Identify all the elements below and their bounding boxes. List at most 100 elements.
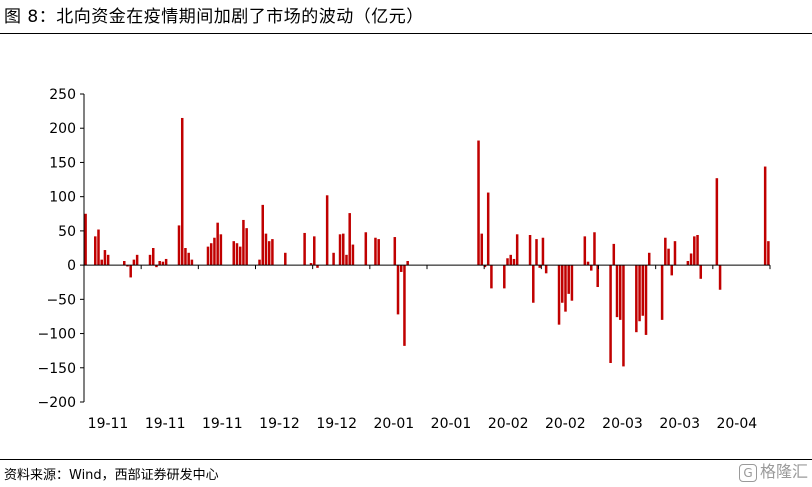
y-tick-label: 50 (58, 224, 76, 240)
bar (238, 246, 242, 266)
bar (158, 261, 161, 266)
bar (399, 265, 403, 272)
y-tick-label: −150 (38, 361, 76, 377)
x-tick-label: 20-01 (373, 416, 414, 432)
bar (264, 233, 268, 266)
bar (670, 265, 674, 276)
bar (622, 265, 625, 367)
bar (699, 265, 703, 279)
bar (209, 243, 213, 266)
bar (615, 265, 619, 318)
source-rule (0, 459, 812, 460)
bar (377, 239, 380, 266)
x-tick-label: 20-03 (602, 416, 643, 432)
y-tick-label: 250 (49, 87, 76, 103)
bar (715, 178, 719, 266)
bar (503, 265, 506, 289)
bar (242, 219, 245, 266)
bar (612, 243, 616, 266)
bar (583, 236, 587, 266)
bar (567, 265, 570, 294)
bar (364, 232, 368, 266)
bar (544, 265, 548, 274)
bar (267, 241, 271, 266)
bar (647, 252, 651, 266)
x-tick-label: 19-11 (145, 416, 186, 432)
bar (763, 166, 767, 266)
bar (586, 261, 590, 266)
bar (593, 232, 596, 266)
y-tick-label: −100 (38, 327, 76, 343)
bar (206, 246, 210, 266)
watermark: G 格隆汇 (738, 458, 808, 482)
bar (490, 265, 493, 289)
bar (561, 265, 564, 303)
bar (316, 265, 319, 268)
y-tick-label: 150 (49, 155, 76, 171)
bar (641, 265, 645, 316)
bar (135, 254, 139, 266)
bar (538, 265, 541, 268)
bar (164, 258, 168, 266)
bar (309, 263, 313, 266)
y-tick-label: −200 (38, 395, 76, 411)
x-tick-label: 20-04 (716, 416, 757, 432)
bar (664, 237, 667, 266)
bar (403, 265, 406, 346)
bar (696, 235, 699, 266)
bar (541, 237, 545, 266)
bar (618, 265, 622, 320)
bar (718, 265, 722, 290)
watermark-text: 格隆汇 (759, 462, 808, 481)
bar (689, 253, 693, 266)
bar (480, 233, 484, 266)
bar (106, 254, 110, 266)
y-axis: 250 200 150 100 50 0 −50 −100 −150 −200 (38, 87, 85, 411)
bar (590, 265, 593, 271)
bar (261, 204, 264, 266)
bar (528, 235, 532, 266)
watermark-logo-icon: G (738, 463, 757, 482)
bar (258, 259, 261, 266)
bar (564, 265, 567, 312)
bar (338, 234, 342, 266)
bar (767, 241, 770, 266)
bar (660, 265, 664, 320)
bar (351, 244, 355, 266)
source-note: 资料来源：Wind，西部证券研发中心 (4, 468, 219, 483)
bar (161, 261, 165, 266)
bar (284, 252, 287, 266)
bar (100, 259, 103, 266)
bar (232, 241, 236, 266)
bar (667, 248, 670, 266)
bar (84, 213, 87, 266)
bar (673, 241, 677, 266)
chart-title: 图 8：北向资金在疫情期间加剧了市场的波动（亿元） (4, 7, 424, 27)
x-tick-label: 20-01 (431, 416, 472, 432)
bar (557, 265, 561, 325)
bar (303, 232, 306, 266)
y-tick-label: 0 (67, 258, 76, 274)
bar (693, 236, 696, 266)
bar (342, 233, 345, 266)
bar (477, 140, 480, 266)
x-tick-label: 19-11 (88, 416, 129, 432)
bar (644, 265, 648, 335)
bar (187, 252, 190, 266)
bar (638, 265, 641, 322)
bar (126, 265, 129, 267)
bar (332, 252, 335, 266)
x-tick-label: 20-03 (659, 416, 700, 432)
bar (177, 225, 181, 266)
bar (483, 265, 487, 268)
bar (406, 261, 409, 266)
bar (129, 265, 132, 278)
bar (506, 258, 509, 266)
y-tick-label: 200 (49, 121, 76, 137)
title-rule (0, 33, 812, 34)
x-tick-label: 19-11 (202, 416, 243, 432)
bar-series (84, 117, 770, 367)
x-tick-label: 19-12 (259, 416, 300, 432)
bar (103, 250, 107, 266)
bar (151, 248, 155, 266)
